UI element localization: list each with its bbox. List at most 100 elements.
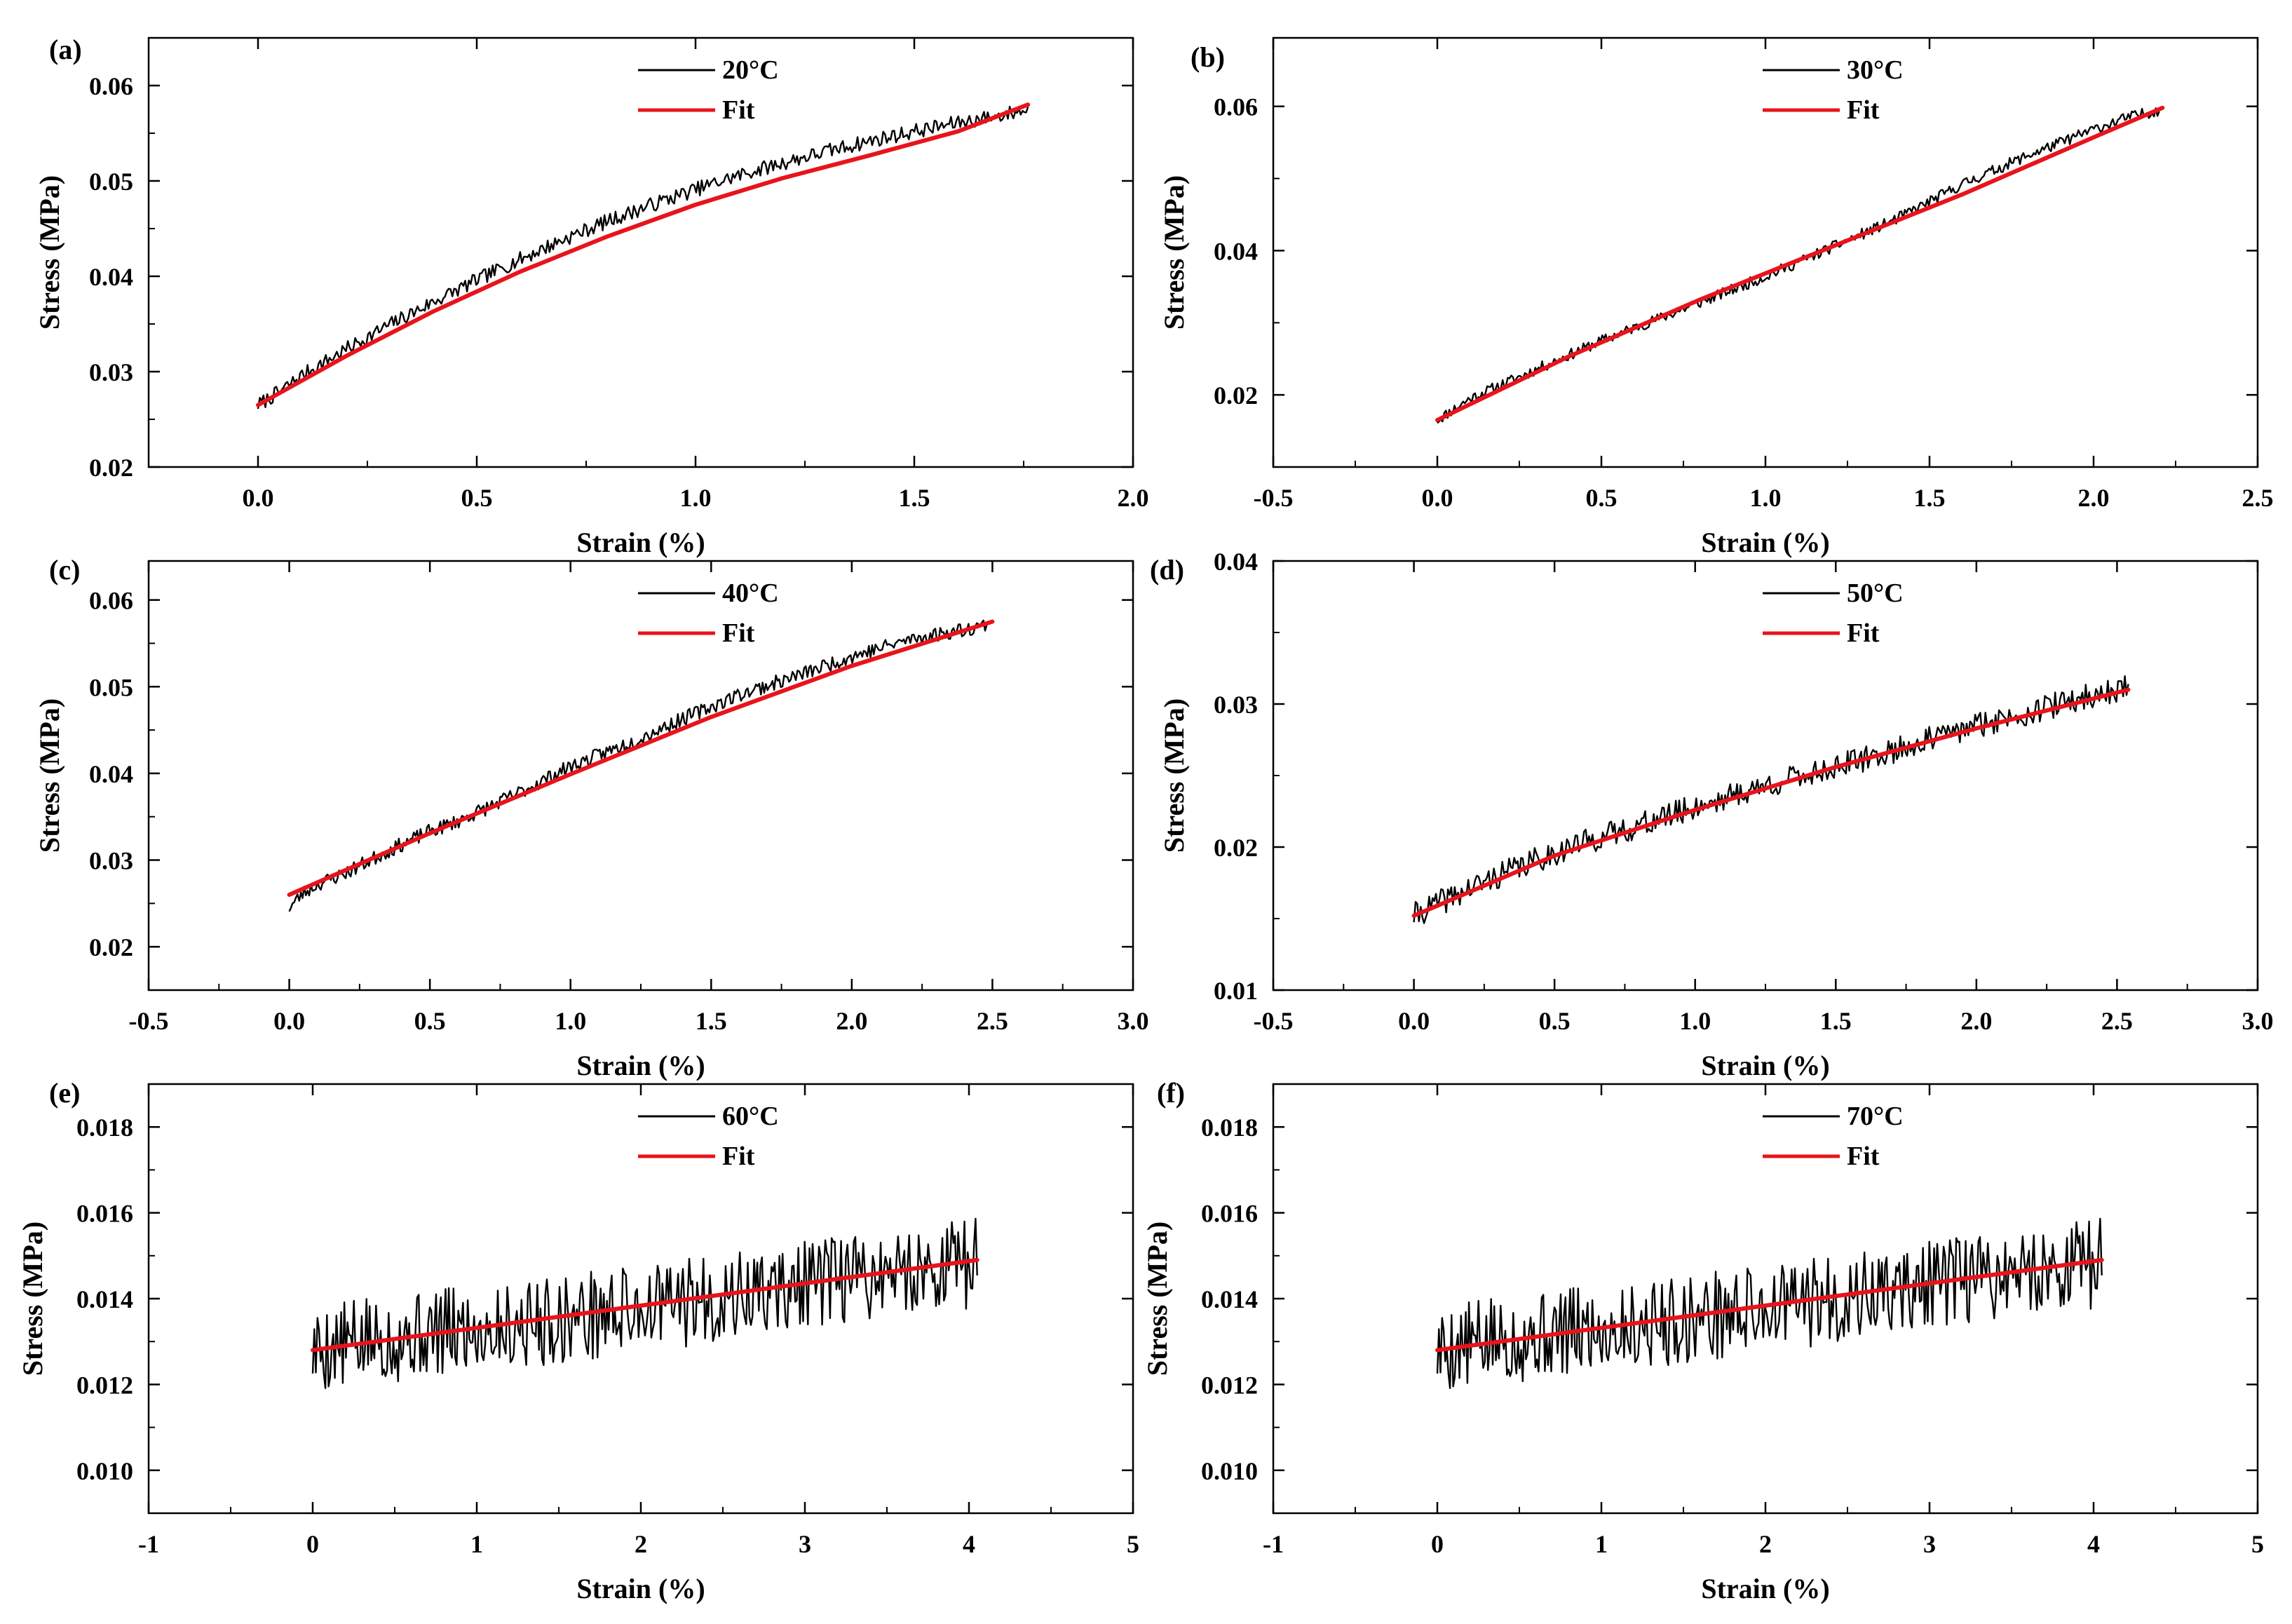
x-axis-label: Strain (%) — [1701, 1050, 1829, 1081]
y-tick-label: 0.012 — [76, 1371, 133, 1399]
y-tick-label: 0.04 — [1214, 548, 1258, 576]
x-axis-ticks: 0.0 0.5 1.0 1.5 2.0 — [243, 38, 1149, 512]
y-tick-label: 0.06 — [89, 72, 133, 100]
series-layer — [287, 619, 995, 912]
y-tick-label: 0.010 — [1201, 1457, 1258, 1485]
panel-f: (f) -1 0 1 2 3 4 5 0.010 0.012 0.014 0.016 0.018 7… — [1141, 1077, 2264, 1604]
legend: 30°C Fit — [1763, 55, 1904, 125]
data-series-line — [311, 1217, 978, 1389]
data-series-line — [288, 619, 988, 912]
x-tick-label: 3.0 — [2242, 1007, 2274, 1035]
data-series-line — [1436, 1217, 2103, 1389]
y-tick-label: 0.04 — [89, 263, 133, 291]
x-tick-label: 5 — [1127, 1530, 1139, 1558]
panel-b: (b) -0.5 0.0 0.5 1.0 1.5 2.0 2.5 0.020.040.06 … — [1158, 36, 2274, 558]
y-tick-label: 0.04 — [1214, 237, 1258, 265]
x-tick-label: 2.0 — [1960, 1007, 1992, 1035]
x-tick-label: 0.0 — [273, 1007, 305, 1035]
y-tick-label: 0.01 — [1214, 977, 1258, 1005]
x-tick-label: 0.0 — [1422, 484, 1453, 512]
x-tick-label: 1.5 — [1820, 1007, 1852, 1035]
x-tick-label: 0.5 — [1539, 1007, 1571, 1035]
x-tick-label: 1.0 — [1750, 484, 1782, 512]
series-layer — [256, 102, 1031, 410]
x-tick-label: 0.5 — [461, 484, 493, 512]
x-tick-label: 5 — [2251, 1530, 2264, 1558]
x-tick-label: 1.5 — [696, 1007, 727, 1035]
x-tick-label: -0.5 — [1254, 484, 1294, 512]
x-tick-label: 2 — [1759, 1530, 1772, 1558]
panel-d: (d) -0.5 0.0 0.5 1.0 1.5 2.0 2.5 3.0 0.010.020.… — [1150, 548, 2274, 1081]
x-tick-label: 2.0 — [1118, 484, 1149, 512]
y-axis-ticks: 0.02 0.04 0.06 — [1214, 93, 2258, 410]
x-axis-ticks: -0.5 0.0 0.5 1.0 1.5 2.0 2.5 — [1254, 38, 2274, 512]
x-axis-label: Strain (%) — [1701, 1573, 1829, 1604]
y-tick-label: 0.018 — [76, 1114, 133, 1142]
legend-label-fit: Fit — [1847, 1142, 1880, 1171]
y-tick-label: 0.016 — [76, 1200, 133, 1228]
legend: 50°C Fit — [1763, 578, 1904, 648]
series-layer — [1411, 675, 2131, 924]
plot-frame — [147, 36, 1134, 468]
y-axis-ticks: 0.010 0.012 0.014 0.016 0.018 — [76, 1114, 1133, 1485]
x-axis-ticks: -1 0 1 2 3 4 5 — [1263, 1084, 2264, 1558]
y-tick-label: 0.02 — [89, 454, 133, 482]
fit-series-line — [1435, 1257, 2104, 1353]
y-axis-ticks: 0.02 0.03 0.04 0.05 0.06 — [89, 587, 1133, 961]
panel-e: (e) -1 0 1 2 3 4 5 0.010 0.012 0.014 0.016 0.018 6… — [17, 1077, 1139, 1604]
legend-label-data: 60°C — [722, 1102, 779, 1131]
x-tick-label: -0.5 — [1254, 1007, 1294, 1035]
x-tick-label: 1 — [470, 1530, 483, 1558]
y-axis-label: Stress (MPa) — [17, 1222, 48, 1376]
series-layer — [311, 1217, 979, 1389]
y-tick-label: 0.02 — [1214, 381, 1258, 410]
x-tick-label: 4 — [2087, 1530, 2100, 1558]
x-tick-label: 2.5 — [2242, 484, 2274, 512]
x-tick-label: 2.0 — [836, 1007, 867, 1035]
x-tick-label: -0.5 — [129, 1007, 169, 1035]
x-tick-label: 3.0 — [1118, 1007, 1149, 1035]
x-tick-label: 1.5 — [899, 484, 930, 512]
x-tick-label: 0 — [1431, 1530, 1444, 1558]
x-tick-label: 2.5 — [2101, 1007, 2133, 1035]
x-axis-label: Strain (%) — [576, 527, 705, 558]
y-tick-label: 0.014 — [76, 1285, 133, 1313]
y-tick-label: 0.04 — [89, 760, 133, 788]
x-tick-label: 4 — [963, 1530, 975, 1558]
x-tick-label: 2.0 — [2078, 484, 2110, 512]
x-axis-label: Strain (%) — [576, 1573, 705, 1604]
x-axis-ticks: -1 0 1 2 3 4 5 — [138, 1084, 1139, 1558]
x-tick-label: 3 — [1923, 1530, 1936, 1558]
panel-label: (d) — [1150, 554, 1184, 586]
legend-label-fit: Fit — [722, 95, 755, 125]
y-tick-label: 0.05 — [89, 673, 133, 701]
x-tick-label: 0.5 — [414, 1007, 446, 1035]
y-tick-label: 0.03 — [1214, 691, 1258, 719]
x-tick-label: 0.0 — [243, 484, 274, 512]
legend-label-data: 70°C — [1847, 1102, 1904, 1131]
legend-label-data: 50°C — [1847, 578, 1904, 608]
plot-frame — [1272, 560, 2259, 992]
x-tick-label: 1.0 — [1679, 1007, 1711, 1035]
legend-label-data: 40°C — [722, 578, 779, 608]
y-tick-label: 0.02 — [1214, 834, 1258, 862]
fit-series-line — [1411, 687, 2131, 918]
y-axis-label: Stress (MPa) — [34, 698, 65, 853]
legend-label-fit: Fit — [1847, 95, 1880, 125]
x-tick-label: -1 — [138, 1530, 159, 1558]
panel-a: (a) 0.0 0.5 1.0 1.5 2.0 0.02 0.03 0.04 0.05 0.06… — [34, 34, 1149, 558]
panel-label: (c) — [49, 554, 80, 586]
x-tick-label: 3 — [799, 1530, 811, 1558]
x-tick-label: 2.5 — [977, 1007, 1008, 1035]
legend: 40°C Fit — [638, 578, 779, 648]
x-tick-label: 0 — [306, 1530, 319, 1558]
y-axis-label: Stress (MPa) — [1158, 698, 1190, 853]
panel-label: (f) — [1157, 1077, 1185, 1109]
plot-frame — [147, 1083, 1134, 1515]
panel-c: (c) -0.5 0.0 0.5 1.0 1.5 2.0 2.5 3.0 0.020.030.… — [34, 554, 1149, 1081]
legend: 60°C Fit — [638, 1102, 779, 1171]
legend-label-data: 30°C — [1847, 55, 1904, 85]
legend-label-fit: Fit — [1847, 618, 1880, 648]
data-series-line — [1413, 675, 2129, 924]
x-tick-label: 1.0 — [555, 1007, 586, 1035]
